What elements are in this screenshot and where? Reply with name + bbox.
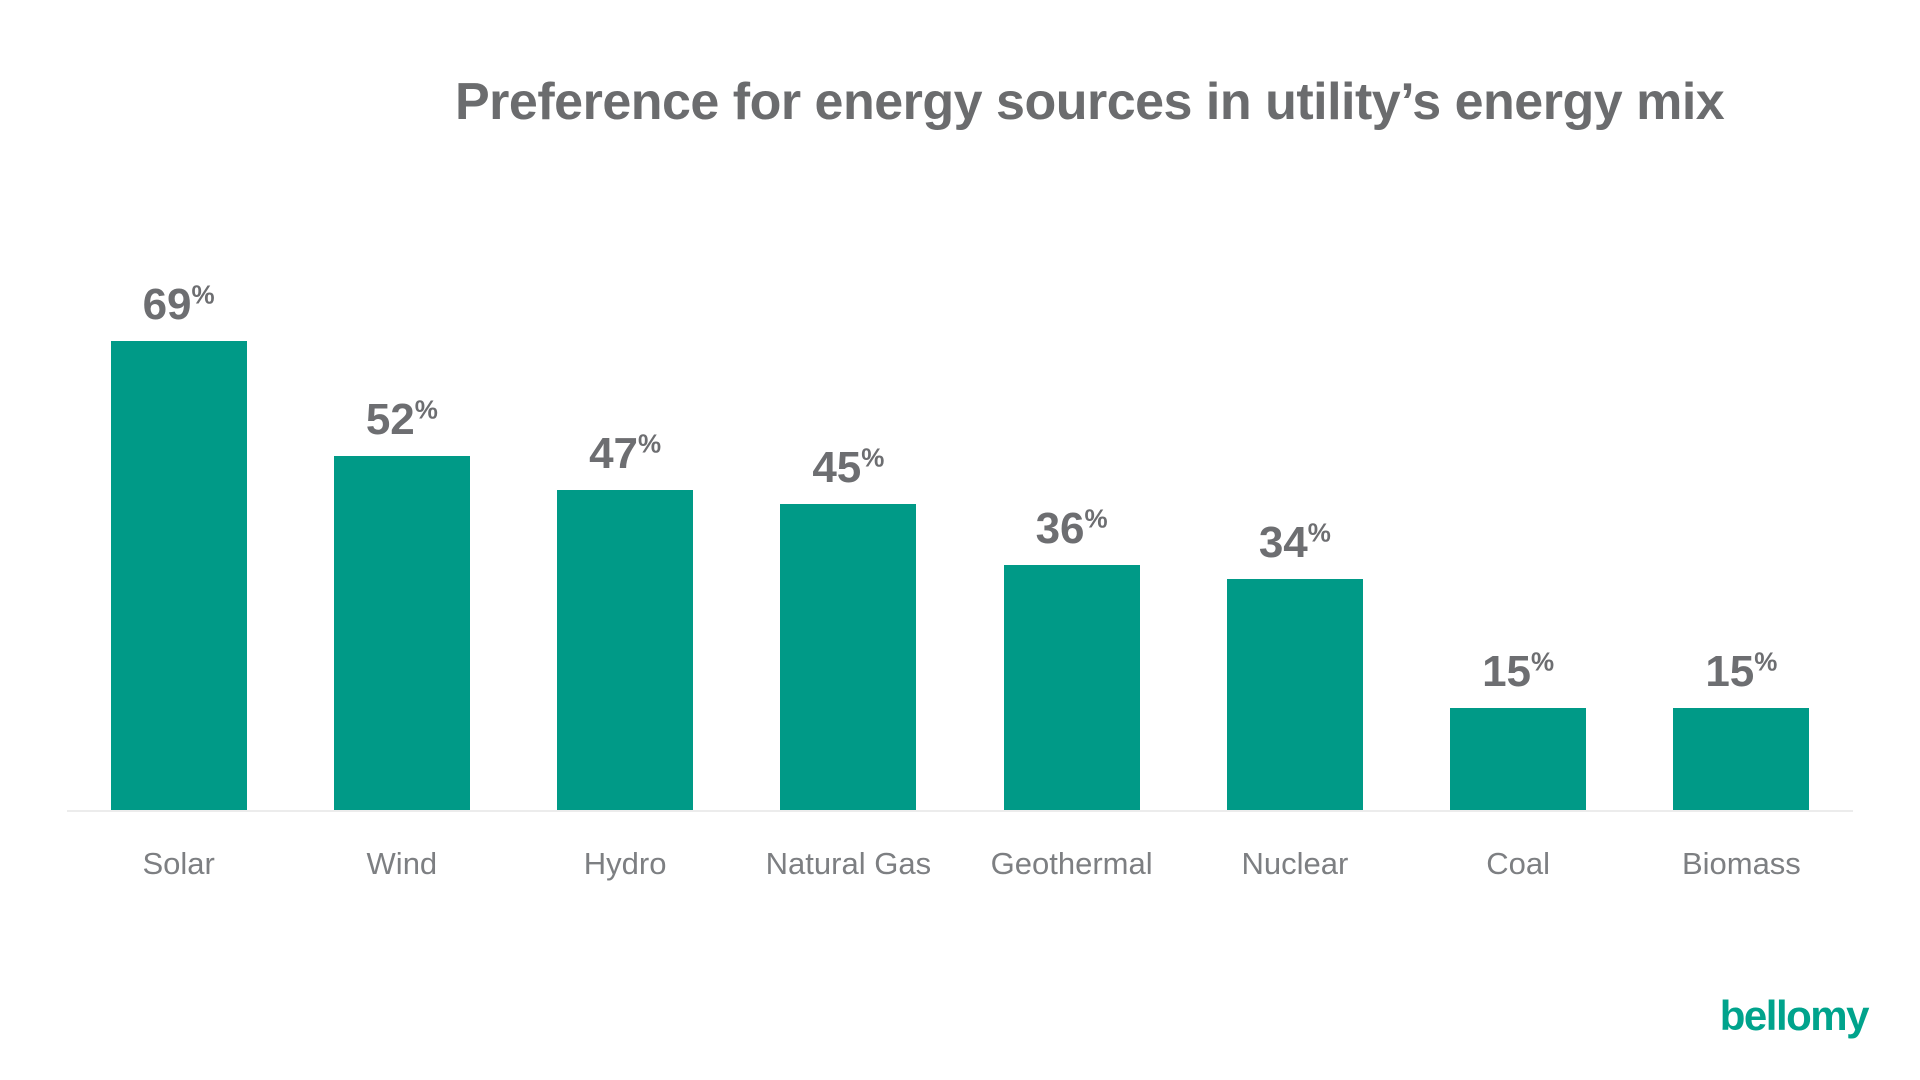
bar-chart: 69% 52% 47% 45% 36% 34% 15% 15% Solar Wind Hydro N… — [67, 212, 1853, 882]
bar — [557, 490, 694, 810]
percent-sign: % — [638, 428, 662, 459]
category-label: Natural Gas — [765, 846, 932, 881]
percent-sign: % — [191, 279, 215, 310]
bar-column: 52% — [290, 212, 513, 810]
bar — [780, 504, 917, 810]
category-label: Geothermal — [990, 846, 1153, 881]
bar — [1003, 565, 1140, 810]
value-label: 45% — [812, 442, 885, 492]
category-label: Biomass — [1681, 846, 1801, 881]
category-label: Solar — [142, 846, 215, 881]
percent-sign: % — [1531, 646, 1555, 677]
bar-column: 15% — [1630, 212, 1853, 810]
bar-column: 69% — [67, 212, 290, 810]
plot-area: 69% 52% 47% 45% 36% 34% 15% 15% — [67, 212, 1853, 812]
category-row: Solar Wind Hydro Natural Gas Geothermal Nucle… — [67, 846, 1853, 882]
percent-sign: % — [1307, 517, 1331, 548]
value-label: 47% — [589, 428, 662, 478]
category-label: Coal — [1486, 846, 1550, 881]
category-label: Wind — [366, 846, 438, 881]
bar — [1450, 708, 1587, 810]
category-label: Hydro — [583, 846, 667, 881]
value-label: 34% — [1258, 517, 1331, 567]
bar-column: 47% — [514, 212, 737, 810]
bar — [1226, 579, 1363, 810]
category-label: Nuclear — [1241, 846, 1349, 881]
bar-column: 45% — [737, 212, 960, 810]
bar-column: 36% — [960, 212, 1183, 810]
value-label: 15% — [1482, 646, 1555, 696]
bar-column: 34% — [1183, 212, 1406, 810]
value-label: 36% — [1035, 503, 1108, 553]
value-label: 52% — [365, 394, 438, 444]
chart-title: Preference for energy sources in utility… — [455, 73, 1725, 131]
bar — [333, 456, 470, 810]
bellomy-logo: bellomy — [1719, 992, 1870, 1039]
percent-sign: % — [1084, 503, 1108, 534]
bar-column: 15% — [1407, 212, 1630, 810]
bar — [110, 341, 247, 810]
percent-sign: % — [1754, 646, 1778, 677]
percent-sign: % — [861, 442, 885, 473]
value-label: 69% — [142, 279, 215, 329]
bar — [1673, 708, 1810, 810]
value-label: 15% — [1705, 646, 1778, 696]
percent-sign: % — [414, 394, 438, 425]
